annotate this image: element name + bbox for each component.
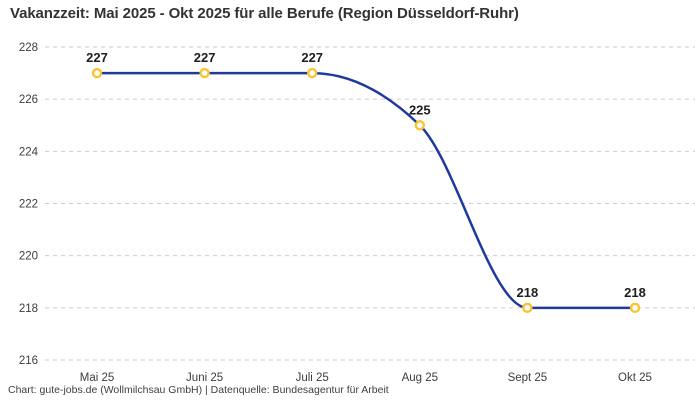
y-tick-label: 224 (19, 146, 39, 158)
y-tick-label: 226 (19, 94, 38, 106)
series-line (97, 71, 635, 310)
data-point-marker[interactable] (307, 67, 318, 79)
data-point-label: 218 (624, 285, 646, 300)
x-tick-label: Mai 25 (80, 372, 115, 384)
y-tick-label: 218 (19, 303, 38, 315)
y-tick-label: 216 (19, 355, 38, 367)
data-point-marker[interactable] (414, 120, 425, 131)
data-point-label: 218 (517, 285, 539, 300)
data-point-marker[interactable] (522, 302, 533, 314)
data-point-label: 227 (194, 50, 216, 65)
data-point-label: 227 (86, 50, 108, 65)
data-point-label: 227 (301, 50, 323, 65)
chart-credit: Chart: gute-jobs.de (Wollmilchsau GmbH) … (8, 384, 389, 396)
data-point-marker[interactable] (91, 67, 103, 79)
data-point-label: 225 (409, 102, 431, 117)
chart-title: Vakanzzeit: Mai 2025 - Okt 2025 für alle… (10, 5, 519, 22)
x-tick-label: Juni 25 (186, 372, 223, 384)
x-tick-label: Sept 25 (508, 372, 548, 384)
x-tick-label: Okt 25 (618, 372, 652, 384)
x-tick-label: Aug 25 (402, 372, 438, 384)
y-tick-label: 220 (19, 251, 38, 263)
x-tick-label: Juli 25 (296, 372, 329, 384)
data-point-marker[interactable] (629, 302, 641, 314)
data-point-marker[interactable] (199, 67, 210, 79)
y-tick-label: 222 (19, 199, 38, 211)
y-tick-label: 228 (19, 42, 38, 54)
